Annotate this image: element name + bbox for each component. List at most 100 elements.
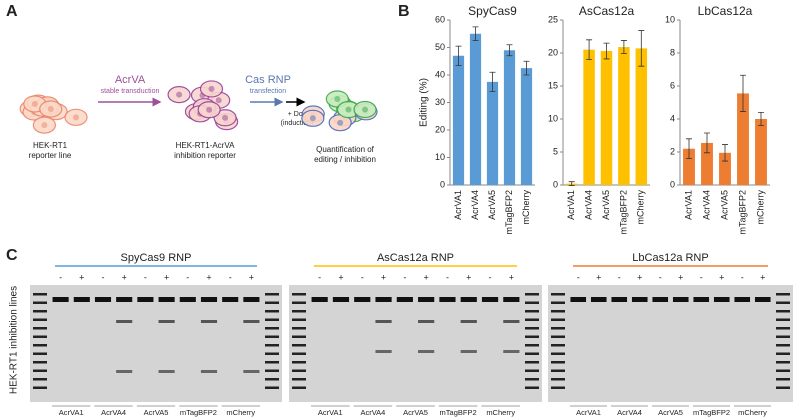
bar [600, 51, 613, 185]
bar [755, 119, 767, 185]
cell-illustrations [19, 80, 378, 134]
arrow-subtitle: transfection [250, 88, 286, 95]
ladder-band [33, 344, 47, 347]
gel-image [30, 285, 282, 402]
dna-band [158, 297, 175, 302]
ladder-band [776, 361, 790, 364]
treatment-label: + [164, 272, 169, 282]
y-tick-label: 10 [665, 14, 675, 24]
dna-band [713, 297, 730, 302]
nucleus [345, 106, 352, 113]
bar [719, 152, 731, 185]
ladder-band [33, 352, 47, 355]
bar [737, 93, 749, 185]
dna-band [52, 297, 69, 302]
nucleus [334, 95, 341, 102]
error-bar [758, 112, 764, 126]
dna-band [179, 297, 196, 302]
x-tick-label: AcrVA5 [719, 190, 729, 220]
ladder-band [776, 318, 790, 321]
ladder-band [776, 310, 790, 313]
nucleus [41, 122, 48, 129]
ladder-band [33, 378, 47, 381]
nucleus [47, 106, 54, 113]
y-tick-label: 10 [548, 113, 558, 123]
dna-band [570, 297, 587, 302]
cut-band [243, 370, 260, 373]
dna-band [116, 297, 133, 302]
cut-band [158, 320, 175, 323]
ladder-band [33, 386, 47, 389]
y-tick-label: 10 [435, 152, 445, 162]
stage-label: HEK-RT1 [33, 141, 68, 150]
x-tick-label: AcrVA1 [453, 190, 463, 220]
treatment-label: - [102, 272, 105, 282]
bar [635, 48, 648, 185]
group-label: AcrVA4 [360, 408, 385, 417]
dna-band [311, 297, 328, 302]
treatment-label: + [79, 272, 84, 282]
ladder-band [776, 369, 790, 372]
treatment-label: - [577, 272, 580, 282]
chart-title: LbCas12a [698, 4, 753, 18]
cut-band [503, 350, 520, 353]
ladder-band [776, 378, 790, 381]
x-tick-label: mCherry [521, 190, 531, 225]
group-label: mTagBFP2 [180, 408, 217, 417]
dna-band [332, 297, 350, 302]
chart-title: SpyCas9 [468, 4, 517, 18]
ladder-band [33, 361, 47, 364]
ladder-band [292, 378, 306, 381]
bar [520, 68, 533, 185]
arrow-title: + Dox [288, 111, 307, 118]
ladder-band [525, 378, 539, 381]
ladder-band [292, 369, 306, 372]
y-tick-label: 6 [670, 80, 675, 90]
ladder-band [525, 335, 539, 338]
dna-band [375, 297, 392, 302]
dna-band [137, 297, 154, 302]
bar [683, 148, 695, 185]
group-label: mTagBFP2 [440, 408, 477, 417]
y-tick-label: 0 [440, 179, 445, 189]
arrow-title: Cas RNP [245, 74, 291, 86]
ladder-band [551, 361, 565, 364]
treatment-label: + [381, 272, 386, 282]
bar [452, 55, 465, 185]
stage-label: Quantification of [316, 145, 375, 154]
ladder-band [776, 327, 790, 330]
ladder-band [551, 352, 565, 355]
cut-band [418, 320, 435, 323]
group-label: AcrVA1 [576, 408, 601, 417]
treatment-label: - [144, 272, 147, 282]
cut-band [375, 320, 392, 323]
dna-band [481, 297, 499, 302]
dna-band [590, 297, 607, 302]
dna-band [631, 297, 648, 302]
error-bar [489, 71, 496, 92]
ladder-band [33, 301, 47, 304]
ladder-band [525, 369, 539, 372]
error-bar [506, 44, 513, 57]
gels [30, 285, 793, 402]
nucleus [208, 85, 215, 92]
dna-band [611, 297, 628, 302]
error-bar [523, 60, 530, 76]
ladder-band [265, 352, 279, 355]
ladder-band [776, 301, 790, 304]
ladder-band [265, 310, 279, 313]
gel-y-label: HEK-RT1 inhibition lines [9, 286, 20, 394]
ladder-band [292, 301, 306, 304]
error-bar [455, 45, 462, 66]
x-tick-label: AcrVA1 [566, 190, 576, 220]
cut-band [116, 370, 133, 373]
treatment-label: - [59, 272, 62, 282]
y-tick-label: 40 [435, 69, 445, 79]
treatment-label: - [403, 272, 406, 282]
gel-image [289, 285, 542, 402]
ladder-band [776, 293, 790, 296]
ladder-band [33, 293, 47, 296]
error-bar [638, 30, 645, 67]
error-bar [603, 42, 610, 60]
stage-label: reporter line [29, 151, 72, 160]
